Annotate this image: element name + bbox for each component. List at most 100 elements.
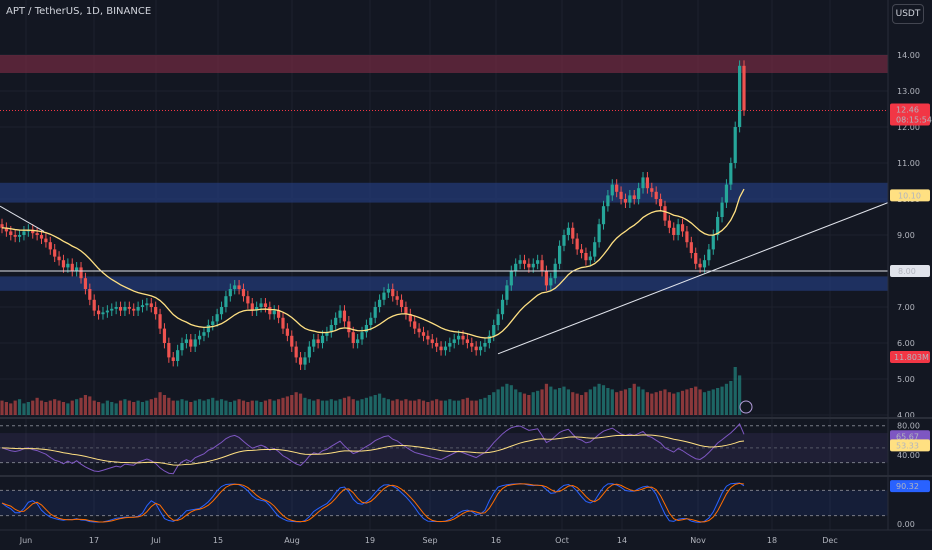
candle-body [228, 289, 232, 297]
candle-body [685, 231, 689, 243]
time-tick-label: Dec [822, 536, 837, 545]
candle-body [325, 332, 329, 336]
time-tick-label: Oct [555, 536, 569, 545]
candle-body [189, 339, 193, 347]
candle-body [637, 188, 641, 199]
candle-body [711, 235, 715, 250]
trendline-down [0, 205, 45, 232]
countdown-label: 08:15:54 [896, 115, 932, 124]
candle-body [44, 238, 48, 243]
candle-body [17, 235, 22, 237]
candle-body [281, 317, 285, 329]
volume-bar [386, 399, 390, 415]
volume-badge-label: 11.803M [894, 353, 929, 362]
candle-body [667, 220, 671, 228]
ema-value-label: 10.10 [898, 191, 921, 200]
candle-body [263, 303, 268, 307]
volume-bar [149, 399, 153, 415]
candle-body [724, 184, 729, 203]
volume-bar [356, 400, 360, 415]
volume-bar [663, 389, 667, 415]
candle-body [259, 303, 263, 307]
candle-body [492, 325, 496, 336]
candle-body [285, 328, 289, 336]
price-zone [0, 182, 888, 203]
volume-bar [549, 386, 553, 415]
candle-body [219, 307, 224, 315]
time-tick-label: Jun [19, 536, 33, 545]
volume-bar [382, 397, 386, 415]
volume-bar [724, 383, 729, 415]
time-tick-label: 17 [89, 536, 99, 545]
volume-bar [487, 395, 491, 415]
currency-button[interactable]: USDT [892, 4, 924, 24]
volume-bar [180, 399, 184, 415]
candle-body [237, 285, 241, 289]
volume-bar [303, 397, 307, 415]
candle-body [9, 231, 13, 235]
candle-body [702, 260, 707, 268]
volume-bar [421, 400, 426, 415]
volume-bar [641, 389, 645, 415]
candle-body [241, 289, 246, 297]
candle-body [79, 267, 83, 279]
volume-bar [518, 392, 522, 415]
volume-bar [75, 399, 79, 415]
candle-body [496, 314, 500, 325]
volume-bar [729, 381, 733, 415]
candle-body [522, 260, 527, 264]
volume-bar [66, 403, 70, 415]
volume-bar [408, 400, 412, 415]
price-tick-label: 14.00 [897, 51, 920, 60]
volume-bar [290, 395, 294, 415]
volume-bar [667, 392, 671, 415]
volume-bar [544, 383, 549, 415]
candle-body [132, 308, 136, 311]
volume-bar [465, 397, 469, 415]
volume-bar [527, 395, 531, 415]
stoch-tick-label: 0.00 [897, 520, 915, 529]
candle-body [399, 299, 404, 307]
symbol-title: APT / TetherUS, 1D, BINANCE [6, 6, 152, 17]
candle-body [417, 328, 421, 333]
volume-bar [369, 396, 373, 415]
candle-body [272, 310, 276, 315]
volume-bar [435, 399, 439, 415]
candle-body [351, 332, 355, 343]
candle-body [549, 278, 553, 286]
volume-bar [500, 386, 505, 415]
candle-body [597, 224, 601, 243]
volume-bar [698, 389, 702, 415]
volume-bar [588, 389, 592, 415]
candle-body [588, 256, 592, 261]
volume-bar [22, 403, 26, 415]
volume-bar [83, 395, 88, 415]
candle-body [395, 296, 399, 300]
volume-bar [579, 395, 584, 415]
volume-bar [720, 386, 724, 415]
volume-bar [307, 399, 311, 415]
volume-bar [320, 400, 325, 415]
volume-bar [325, 400, 329, 415]
volume-bar [9, 403, 13, 415]
candle-body [531, 263, 535, 268]
candle-body [180, 343, 184, 351]
price-tick-label: 7.00 [897, 303, 915, 312]
volume-badge [890, 351, 930, 363]
candle-body [96, 310, 101, 315]
candle-body [615, 184, 619, 192]
candle-body [628, 195, 632, 203]
candle-body [118, 307, 123, 311]
candle-body [742, 65, 746, 111]
price-tick-label: 12.00 [897, 123, 920, 132]
volume-bar [645, 392, 650, 415]
volume-bar [540, 389, 544, 415]
candle-body [680, 224, 685, 232]
stoch-band [0, 490, 888, 516]
volume-bar [654, 392, 658, 415]
price-tick-label: 5.00 [897, 375, 915, 384]
candle-body [610, 184, 614, 196]
rsi-ma-label: 53.33 [896, 441, 919, 450]
